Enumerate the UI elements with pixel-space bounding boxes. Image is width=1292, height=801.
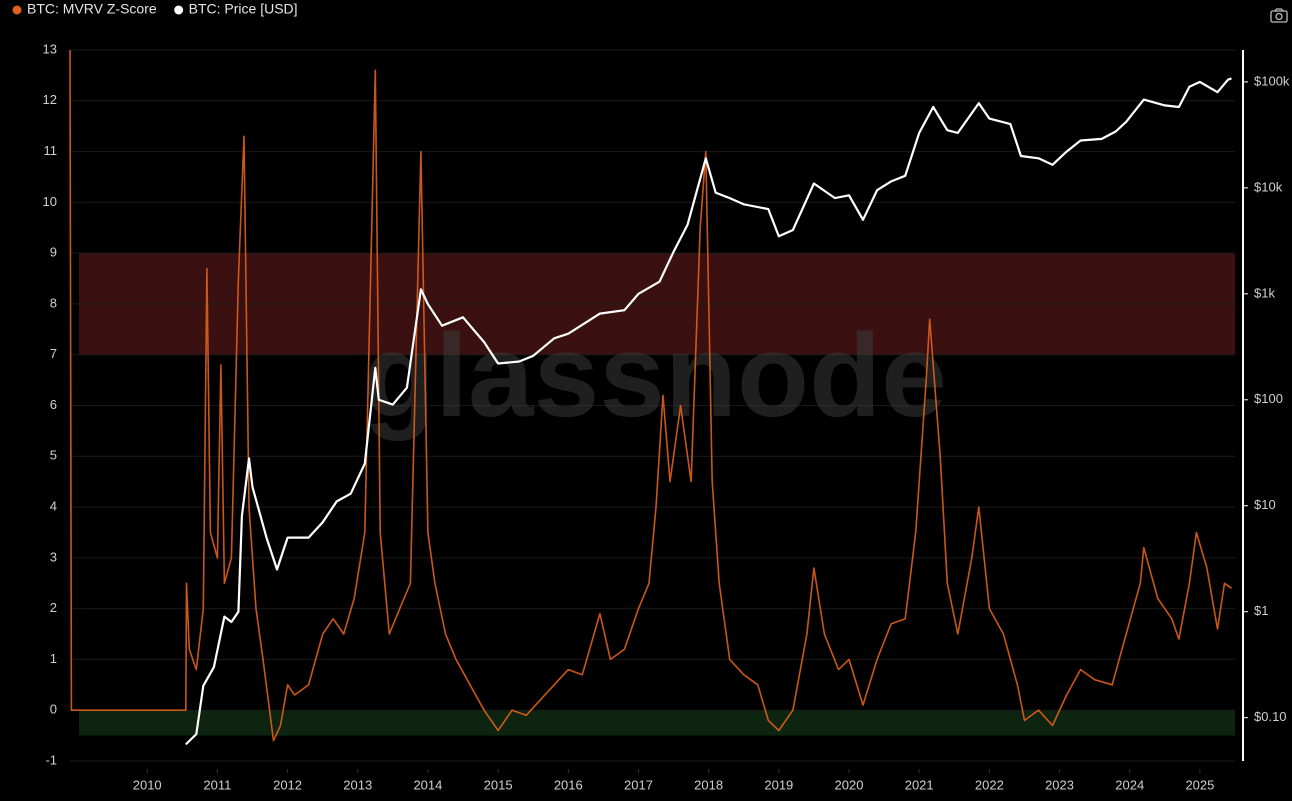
y2-tick-label: $10 [1254, 497, 1276, 512]
x-tick-label: 2010 [133, 777, 162, 792]
watermark: glassnode [363, 310, 947, 442]
y-tick-label: 10 [43, 194, 57, 209]
series-line [69, 49, 1232, 742]
y-tick-label: 7 [50, 346, 57, 361]
y-tick-label: 3 [50, 549, 57, 564]
x-tick-label: 2012 [273, 777, 302, 792]
x-tick-label: 2021 [905, 777, 934, 792]
y-tick-label: 11 [44, 143, 58, 158]
zone-band [79, 710, 1235, 736]
y2-tick-label: $1k [1254, 285, 1275, 300]
x-tick-label: 2024 [1115, 777, 1144, 792]
y2-tick-label: $100 [1254, 391, 1283, 406]
y-tick-label: 0 [50, 702, 57, 717]
y-tick-label: -1 [45, 752, 57, 767]
y-tick-label: 2 [50, 600, 57, 615]
y2-tick-label: $100k [1254, 73, 1290, 88]
y2-tick-label: $10k [1254, 179, 1283, 194]
y-tick-label: 1 [50, 651, 57, 666]
x-tick-label: 2011 [203, 777, 231, 792]
legend-label: BTC: MVRV Z-Score [27, 1, 157, 17]
x-tick-label: 2025 [1185, 777, 1214, 792]
legend-swatch [174, 5, 184, 15]
y-tick-label: 4 [50, 499, 57, 514]
y-tick-label: 5 [50, 448, 57, 463]
camera-icon[interactable] [1270, 8, 1288, 23]
x-tick-label: 2015 [484, 777, 513, 792]
y-tick-label: 9 [50, 245, 57, 260]
x-tick-label: 2013 [343, 777, 372, 792]
x-tick-label: 2016 [554, 777, 583, 792]
x-tick-label: 2019 [764, 777, 793, 792]
y-tick-label: 13 [43, 41, 57, 56]
x-tick-label: 2017 [624, 777, 653, 792]
legend-label: BTC: Price [USD] [189, 1, 298, 17]
x-tick-label: 2022 [975, 777, 1004, 792]
y-tick-label: 6 [50, 397, 57, 412]
y-tick-label: 12 [43, 92, 57, 107]
x-tick-label: 2020 [835, 777, 864, 792]
x-tick-label: 2014 [413, 777, 442, 792]
legend-swatch [12, 5, 22, 15]
y-tick-label: 8 [50, 295, 57, 310]
series-line [185, 77, 1232, 746]
y2-tick-label: $0.10 [1254, 709, 1287, 724]
x-tick-label: 2023 [1045, 777, 1074, 792]
y2-tick-label: $1 [1254, 603, 1268, 618]
x-tick-label: 2018 [694, 777, 723, 792]
